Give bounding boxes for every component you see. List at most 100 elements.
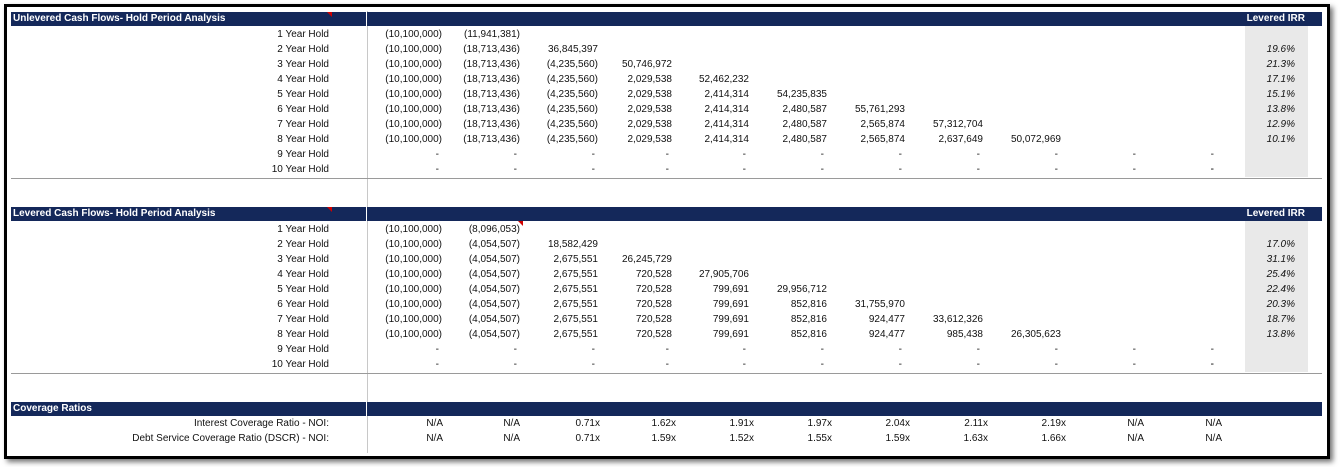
cell-value[interactable]: 799,691 — [712, 329, 749, 340]
cell-value[interactable]: 852,816 — [790, 314, 827, 325]
cell-value[interactable]: (4,054,507) — [468, 269, 520, 280]
cell-value[interactable]: (4,235,560) — [546, 119, 598, 130]
row-label[interactable]: 9 Year Hold — [277, 149, 329, 160]
cell-value[interactable]: - — [591, 164, 595, 175]
cell-value[interactable]: 852,816 — [790, 329, 827, 340]
cell-value[interactable]: (10,100,000) — [385, 59, 442, 70]
cell-value[interactable]: 2,637,649 — [938, 134, 984, 145]
cell-value[interactable]: 29,956,712 — [776, 284, 827, 295]
cell-value[interactable]: - — [1132, 344, 1136, 355]
cell-value[interactable]: - — [1210, 164, 1214, 175]
cell-value[interactable]: - — [1210, 149, 1214, 160]
cell-value[interactable]: N/A — [503, 418, 520, 429]
cell-value[interactable]: (4,054,507) — [468, 299, 520, 310]
irr-value[interactable]: 25.4% — [1266, 269, 1295, 280]
row-label[interactable]: 1 Year Hold — [277, 224, 329, 235]
cell-value[interactable]: 1.59x — [885, 433, 910, 444]
cell-value[interactable]: 33,612,326 — [932, 314, 983, 325]
cell-value[interactable]: - — [591, 149, 595, 160]
cell-value[interactable]: 1.66x — [1041, 433, 1066, 444]
cell-value[interactable]: 799,691 — [712, 284, 749, 295]
cell-value[interactable]: (18,713,436) — [463, 44, 520, 55]
cell-value[interactable]: (10,100,000) — [385, 74, 442, 85]
cell-value[interactable]: - — [591, 359, 595, 370]
cell-value[interactable]: 1.91x — [729, 418, 754, 429]
row-label[interactable]: 5 Year Hold — [277, 284, 329, 295]
cell-value[interactable]: - — [742, 149, 746, 160]
cell-value[interactable]: 852,816 — [790, 299, 827, 310]
row-label[interactable]: 2 Year Hold — [277, 44, 329, 55]
irr-value[interactable]: 17.1% — [1266, 74, 1295, 85]
cell-value[interactable]: N/A — [1127, 433, 1144, 444]
irr-value[interactable]: 15.1% — [1266, 89, 1295, 100]
cell-value[interactable]: (10,100,000) — [385, 224, 442, 235]
cell-value[interactable]: (4,235,560) — [546, 134, 598, 145]
cell-value[interactable]: (10,100,000) — [385, 239, 442, 250]
cell-value[interactable]: - — [742, 359, 746, 370]
cell-value[interactable]: (10,100,000) — [385, 134, 442, 145]
cell-value[interactable]: 18,582,429 — [547, 239, 598, 250]
cell-value[interactable]: (10,100,000) — [385, 254, 442, 265]
cell-value[interactable]: 2,675,551 — [553, 254, 599, 265]
cell-value[interactable]: 2,414,314 — [704, 89, 750, 100]
irr-value[interactable]: 17.0% — [1266, 239, 1295, 250]
cell-value[interactable]: (4,235,560) — [546, 89, 598, 100]
row-label[interactable]: 1 Year Hold — [277, 29, 329, 40]
cell-value[interactable]: - — [665, 149, 669, 160]
cell-value[interactable]: N/A — [426, 418, 443, 429]
cell-value[interactable]: - — [665, 164, 669, 175]
cell-value[interactable]: 1.59x — [651, 433, 676, 444]
row-label[interactable]: 2 Year Hold — [277, 239, 329, 250]
cell-value[interactable]: (10,100,000) — [385, 104, 442, 115]
cell-value[interactable]: 54,235,835 — [776, 89, 827, 100]
cell-value[interactable]: N/A — [1127, 418, 1144, 429]
cell-value[interactable]: 799,691 — [712, 314, 749, 325]
cell-value[interactable]: - — [898, 149, 902, 160]
row-label[interactable]: 5 Year Hold — [277, 89, 329, 100]
cell-value[interactable]: 2,480,587 — [782, 134, 828, 145]
cell-value[interactable]: 2,029,538 — [627, 134, 673, 145]
row-label[interactable]: 7 Year Hold — [277, 314, 329, 325]
cell-value[interactable]: - — [742, 344, 746, 355]
irr-value[interactable]: 13.8% — [1266, 329, 1295, 340]
cell-value[interactable]: 57,312,704 — [932, 119, 983, 130]
cell-value[interactable]: 2.04x — [885, 418, 910, 429]
cell-value[interactable]: 1.63x — [963, 433, 988, 444]
cell-value[interactable]: - — [1210, 359, 1214, 370]
cell-value[interactable]: 36,845,397 — [547, 44, 598, 55]
cell-value[interactable]: 924,477 — [868, 329, 905, 340]
cell-value[interactable]: (10,100,000) — [385, 44, 442, 55]
cell-value[interactable]: (10,100,000) — [385, 29, 442, 40]
cell-value[interactable]: 720,528 — [635, 299, 672, 310]
cell-value[interactable]: (4,054,507) — [468, 314, 520, 325]
cell-value[interactable]: 1.55x — [807, 433, 832, 444]
cell-value[interactable]: 2,565,874 — [860, 134, 906, 145]
cell-value[interactable]: - — [1054, 359, 1058, 370]
cell-value[interactable]: 2,675,551 — [553, 299, 599, 310]
cell-value[interactable]: - — [820, 359, 824, 370]
cell-value[interactable]: (8,096,053) — [468, 224, 520, 235]
cell-value[interactable]: 720,528 — [635, 329, 672, 340]
irr-value[interactable]: 19.6% — [1266, 44, 1295, 55]
cell-value[interactable]: - — [898, 344, 902, 355]
row-label[interactable]: 4 Year Hold — [277, 74, 329, 85]
row-label[interactable]: 4 Year Hold — [277, 269, 329, 280]
cell-value[interactable]: - — [1054, 149, 1058, 160]
cell-value[interactable]: (11,941,381) — [464, 29, 520, 40]
cell-value[interactable]: - — [976, 149, 980, 160]
cell-value[interactable]: 1.62x — [651, 418, 676, 429]
cell-value[interactable]: (18,713,436) — [463, 74, 520, 85]
cell-value[interactable]: 2,414,314 — [704, 119, 750, 130]
cell-value[interactable]: 0.71x — [575, 433, 600, 444]
cell-value[interactable]: - — [976, 344, 980, 355]
cell-value[interactable]: - — [591, 344, 595, 355]
irr-value[interactable]: 21.3% — [1266, 59, 1295, 70]
cell-value[interactable]: 985,438 — [946, 329, 983, 340]
irr-value[interactable]: 18.7% — [1266, 314, 1295, 325]
cell-value[interactable]: (4,054,507) — [468, 284, 520, 295]
cell-value[interactable]: 2,675,551 — [553, 284, 599, 295]
cell-value[interactable]: - — [1054, 164, 1058, 175]
cell-value[interactable]: - — [1132, 359, 1136, 370]
cell-value[interactable]: 2.11x — [964, 418, 988, 429]
cell-value[interactable]: N/A — [426, 433, 443, 444]
